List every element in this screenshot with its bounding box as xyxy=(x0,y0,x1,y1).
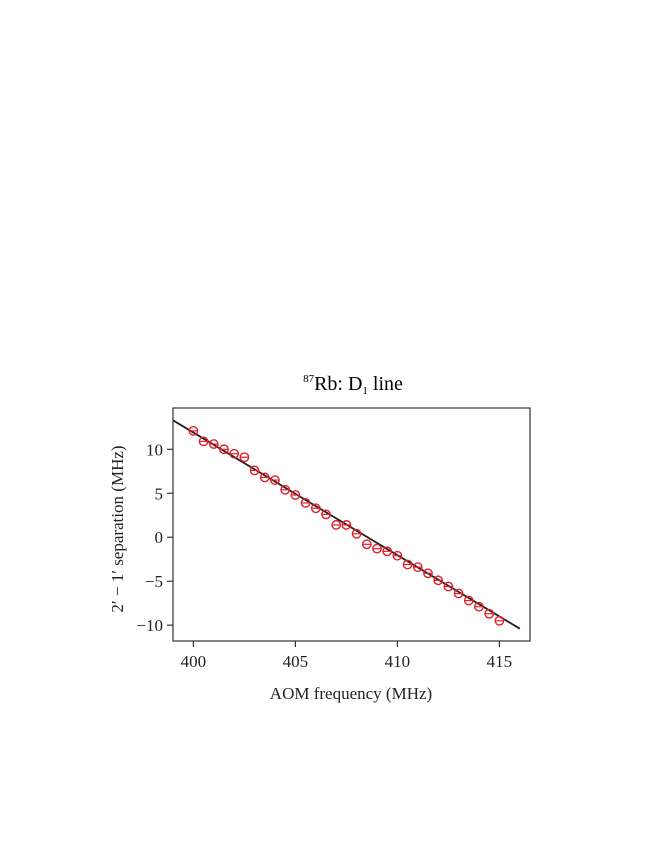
data-points xyxy=(188,425,505,626)
data-point xyxy=(300,498,311,508)
y-tick-label: 10 xyxy=(146,440,163,459)
data-point xyxy=(331,520,342,530)
data-point xyxy=(321,509,331,520)
data-point xyxy=(412,562,423,573)
data-point xyxy=(484,608,495,619)
data-point xyxy=(310,503,321,514)
y-tick-label: −10 xyxy=(136,616,163,635)
title-subscript: 1 xyxy=(362,385,368,397)
data-point xyxy=(290,490,301,500)
data-point xyxy=(453,588,464,599)
chart-title: 87Rb: D1 line xyxy=(303,373,403,397)
y-tick-label: 0 xyxy=(155,528,164,547)
x-tick-label: 405 xyxy=(283,652,309,671)
data-point xyxy=(443,581,454,592)
y-tick-label: −5 xyxy=(145,572,163,591)
data-point xyxy=(229,448,240,459)
data-point xyxy=(463,595,474,606)
x-tick-label: 410 xyxy=(385,652,411,671)
title-element: Rb: D xyxy=(314,373,362,395)
y-axis: −10 −5 0 5 10 xyxy=(136,440,173,635)
data-point xyxy=(494,615,505,626)
data-point xyxy=(372,543,382,554)
x-axis: 400 405 410 415 xyxy=(181,641,512,671)
data-point xyxy=(474,601,484,612)
y-axis-label: 2′ − 1′ separation (MHz) xyxy=(108,445,127,612)
y-tick-label: 5 xyxy=(155,484,164,503)
data-point xyxy=(198,436,209,447)
x-tick-label: 400 xyxy=(181,652,207,671)
data-point xyxy=(392,550,403,561)
data-point xyxy=(249,465,260,476)
data-point xyxy=(433,575,444,586)
data-point xyxy=(239,452,250,463)
x-axis-label: AOM frequency (MHz) xyxy=(270,684,432,703)
data-point xyxy=(259,472,270,483)
data-point xyxy=(402,559,413,570)
title-superscript: 87 xyxy=(303,373,315,385)
data-point xyxy=(341,520,352,530)
data-point xyxy=(351,528,362,539)
title-suffix: line xyxy=(368,373,403,395)
data-point xyxy=(361,539,372,550)
data-point xyxy=(382,546,393,557)
data-point xyxy=(219,444,229,455)
plot-frame xyxy=(172,407,531,642)
x-tick-label: 415 xyxy=(487,652,513,671)
data-point xyxy=(423,568,433,579)
data-point xyxy=(280,484,291,495)
data-point xyxy=(270,475,280,485)
data-point xyxy=(188,425,199,436)
data-point xyxy=(208,439,219,449)
